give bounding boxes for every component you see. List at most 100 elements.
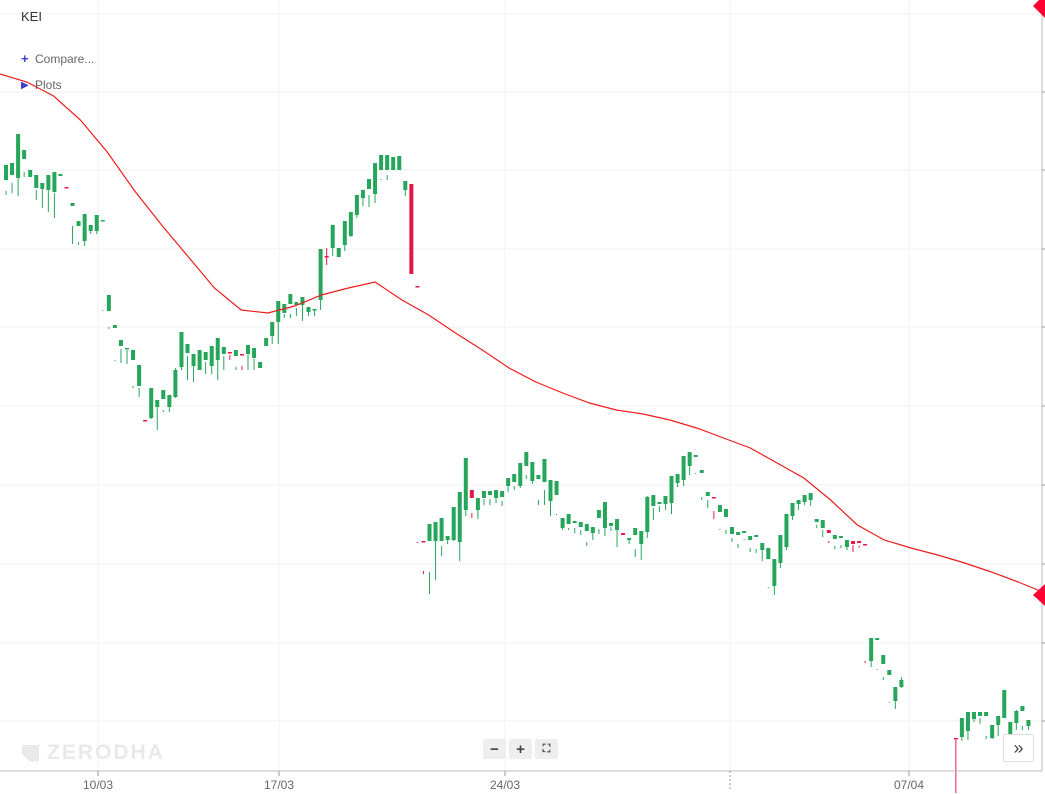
candle-body xyxy=(875,638,880,640)
candle-body xyxy=(391,157,396,170)
candle-body xyxy=(106,295,111,311)
candle-body xyxy=(621,533,626,535)
compare-label: Compare... xyxy=(35,51,95,66)
candle-body xyxy=(379,155,384,170)
candle-body xyxy=(560,518,565,528)
candle-body xyxy=(530,462,535,481)
price-markers xyxy=(1033,0,1045,606)
candle-body xyxy=(149,388,154,418)
candle-body xyxy=(88,225,93,231)
candle-body xyxy=(52,172,57,192)
candle-body xyxy=(609,523,613,526)
candle-body xyxy=(28,170,33,177)
candle-body xyxy=(687,452,692,466)
candle-body xyxy=(463,458,468,510)
candle-body xyxy=(342,221,347,245)
candle-body xyxy=(838,536,843,538)
candle-body xyxy=(590,527,595,533)
candle-body xyxy=(554,481,559,495)
candle-body xyxy=(360,190,365,198)
candle-body xyxy=(518,463,523,486)
candle-body xyxy=(760,543,765,550)
candle-body xyxy=(451,507,456,540)
candle-body xyxy=(427,524,432,541)
candle-body xyxy=(409,184,414,274)
chart-symbol: KEI xyxy=(21,9,42,24)
candle-body xyxy=(439,518,444,541)
candle-body xyxy=(64,187,69,189)
plus-icon: + xyxy=(21,51,29,66)
candle-body xyxy=(300,297,305,305)
candle-body xyxy=(826,530,831,533)
candle-body xyxy=(893,687,898,701)
candle-body xyxy=(481,491,486,498)
candle-body xyxy=(572,521,577,523)
candle-body xyxy=(276,301,281,322)
candle-body xyxy=(143,420,148,422)
candle-body xyxy=(173,370,178,397)
candle-body xyxy=(717,505,722,512)
candle-body xyxy=(506,478,511,486)
candle-body xyxy=(221,347,226,354)
candle-body xyxy=(584,524,589,531)
candle-body xyxy=(131,350,136,360)
chart-grid xyxy=(0,0,1042,771)
candle-body xyxy=(137,365,142,386)
candle-body xyxy=(179,332,184,367)
scroll-to-latest-button[interactable]: » xyxy=(1003,734,1034,762)
candle-body xyxy=(312,309,317,311)
candle-body xyxy=(996,716,1001,725)
candle-body xyxy=(548,480,553,501)
candle-body xyxy=(191,354,196,366)
candle-body xyxy=(1002,690,1007,718)
candle-body xyxy=(766,548,771,559)
candle-body xyxy=(723,509,728,517)
candle-body xyxy=(669,476,674,503)
x-axis-tick-label: 07/04 xyxy=(894,778,924,792)
candle-body xyxy=(984,712,989,716)
candle-body xyxy=(869,638,874,661)
candle-body xyxy=(233,350,238,356)
candle-body xyxy=(239,354,244,356)
plots-button[interactable]: ▶ Plots xyxy=(21,78,62,92)
zoom-out-button[interactable]: − xyxy=(483,739,506,759)
candle-body xyxy=(318,249,323,300)
candle-body xyxy=(639,531,644,544)
candle-body xyxy=(76,221,81,226)
fullscreen-button[interactable]: ⛶ xyxy=(535,739,558,759)
candle-body xyxy=(100,220,105,222)
candle-body xyxy=(161,390,166,399)
candle-body xyxy=(972,712,976,719)
candle-body xyxy=(488,491,492,495)
candle-body xyxy=(324,256,329,258)
candle-body xyxy=(699,470,704,473)
zoom-in-button[interactable]: + xyxy=(509,739,532,759)
candle-body xyxy=(118,340,123,346)
candle-body xyxy=(578,522,583,527)
candle-body xyxy=(705,492,710,496)
watermark-text: ZERODHA xyxy=(47,741,165,764)
candle-body xyxy=(790,503,795,516)
candle-body xyxy=(808,493,813,500)
candle-body xyxy=(959,718,964,737)
candle-body xyxy=(857,541,862,543)
candle-body xyxy=(566,514,571,524)
candle-body xyxy=(784,514,789,547)
candle-body xyxy=(965,712,970,731)
candle-body xyxy=(536,475,541,479)
candle-body xyxy=(112,325,117,328)
candle-body xyxy=(1020,706,1025,711)
candle-body xyxy=(633,528,638,535)
compare-button[interactable]: + Compare... xyxy=(21,51,94,66)
candle-body xyxy=(1026,720,1031,726)
candle-body xyxy=(397,156,402,170)
candle-body xyxy=(814,519,819,522)
candle-body xyxy=(155,400,160,407)
zoom-controls: − + ⛶ xyxy=(483,739,558,759)
candle-body xyxy=(500,491,505,497)
candle-body xyxy=(16,134,21,178)
candle-body xyxy=(1014,711,1019,723)
candle-body xyxy=(645,497,650,532)
